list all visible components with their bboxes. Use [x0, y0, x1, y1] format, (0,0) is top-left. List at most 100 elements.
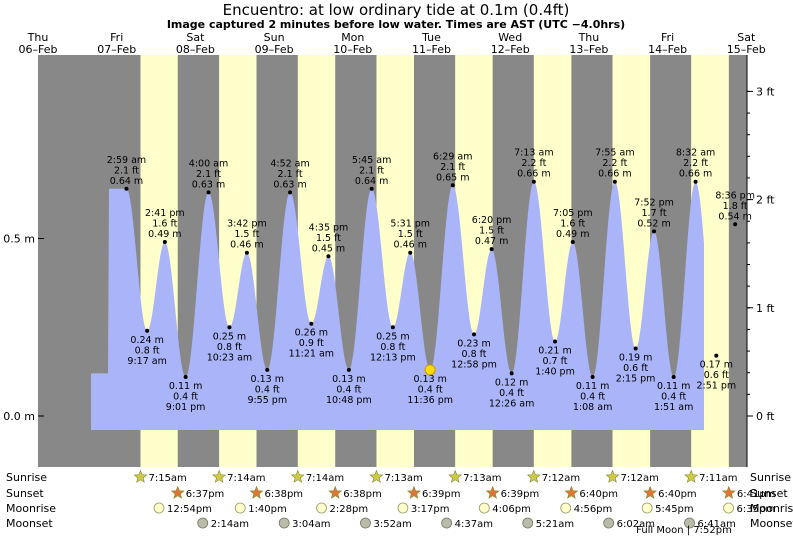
extreme-label: 0.66 m: [517, 169, 550, 180]
extreme-dot: [162, 240, 167, 245]
extreme-label: 0.11 m: [576, 381, 609, 392]
extreme-label: 0.8 ft: [462, 349, 487, 360]
extreme-dot: [288, 190, 293, 195]
extreme-label: 10:23 am: [207, 352, 252, 363]
sunset-time: 6:39pm: [501, 489, 540, 500]
extreme-label: 7:05 pm: [553, 208, 593, 219]
sunset-time: 6:41pm: [737, 489, 776, 500]
extreme-label: 2:41 pm: [145, 208, 185, 219]
moonrise-icon: [234, 502, 246, 514]
extreme-label: 7:52 pm: [634, 197, 674, 208]
extreme-label: 11:21 am: [289, 349, 334, 360]
extreme-label: 1.5 ft: [316, 233, 341, 244]
moonset-icon: [197, 517, 209, 529]
sunset-time: 6:38pm: [343, 489, 382, 500]
extreme-label: 1:51 am: [654, 402, 693, 413]
extreme-dot: [489, 247, 494, 252]
day-date: 15–Feb: [727, 43, 766, 56]
extreme-dot: [570, 240, 575, 245]
extreme-label: 2.2 ft: [683, 158, 708, 169]
moonset-icon: [360, 517, 371, 529]
sunrise-time: 7:15am: [148, 473, 186, 484]
extreme-label: 0.45 m: [312, 243, 345, 254]
extreme-label: 0.52 m: [637, 218, 670, 229]
extreme-dot: [227, 325, 232, 330]
day-of-week: Mon: [341, 31, 364, 44]
moonset-icon: [522, 517, 534, 529]
extreme-label: 0.13 m: [332, 374, 365, 385]
moonset-icon: [278, 517, 290, 529]
extreme-label: 5:31 pm: [390, 219, 430, 230]
moonrise-icon: [316, 502, 327, 514]
day-of-week: Wed: [498, 31, 522, 44]
extreme-label: 0.49 m: [148, 229, 181, 240]
extreme-dot: [714, 353, 719, 358]
extreme-label: 9:55 pm: [247, 395, 287, 406]
sunrise-icon: [290, 469, 305, 483]
day-of-week: Sun: [264, 31, 285, 44]
extreme-label: 0.9 ft: [299, 338, 324, 349]
chart-title: Encuentro: at low ordinary tide at 0.1m …: [223, 1, 570, 19]
extreme-label: 1.6 ft: [560, 219, 585, 230]
extreme-label: 0.4 ft: [418, 384, 443, 395]
sunset-icon: [249, 485, 264, 499]
moonset-row-label-left: Moonset: [6, 517, 53, 530]
extreme-label: 0.23 m: [457, 338, 490, 349]
sunset-icon: [721, 485, 736, 499]
extreme-label: 2:59 am: [107, 155, 146, 166]
extreme-label: 2.2 ft: [602, 158, 627, 169]
extreme-label: 0.66 m: [598, 169, 631, 180]
extreme-dot: [633, 346, 638, 351]
moonset-time: 5:21am: [536, 519, 574, 530]
moonset-time: 2:14am: [211, 519, 249, 530]
sunrise-icon: [684, 469, 699, 483]
extreme-label: 1.5 ft: [234, 229, 259, 240]
tide-curve: [91, 181, 704, 430]
extreme-label: 1.5 ft: [479, 226, 504, 237]
extreme-label: 6:29 am: [433, 151, 472, 162]
day-date: 07–Feb: [97, 43, 136, 56]
extreme-label: 0.54 m: [718, 211, 751, 222]
extreme-label: 5:45 am: [352, 155, 391, 166]
sunset-icon: [564, 485, 579, 499]
extreme-dot: [733, 222, 738, 227]
extreme-label: 0.11 m: [169, 381, 202, 392]
moonset-time: 6:02am: [617, 519, 655, 530]
extreme-label: 0.49 m: [556, 229, 589, 240]
extreme-label: 2.1 ft: [440, 162, 465, 173]
sunrise-time: 7:11am: [699, 473, 737, 484]
extreme-label: 2.1 ft: [278, 169, 303, 180]
extreme-label: 12:13 pm: [370, 352, 416, 363]
right-tick-label: 0 ft: [756, 410, 775, 423]
extreme-label: 2.1 ft: [196, 169, 221, 180]
left-tick-label: 0.5 m: [3, 233, 35, 246]
extreme-label: 4:00 am: [189, 158, 228, 169]
extreme-label: 2.2 ft: [521, 158, 546, 169]
moonrise-icon: [153, 502, 165, 514]
extreme-dot: [346, 367, 351, 372]
sunrise-time: 7:12am: [621, 473, 659, 484]
extreme-label: 0.65 m: [436, 172, 469, 183]
moonset-time: 3:04am: [292, 519, 330, 530]
sunset-time: 6:37pm: [186, 489, 225, 500]
extreme-label: 1.5 ft: [398, 229, 423, 240]
moonrise-time: 4:56pm: [574, 504, 613, 515]
chart-subtitle: Image captured 2 minutes before low wate…: [167, 18, 625, 31]
extreme-label: 0.24 m: [130, 335, 163, 346]
day-date: 10–Feb: [333, 43, 372, 56]
date-header: Thu06–FebFri07–FebSat08–FebSun09–FebMon1…: [19, 31, 766, 56]
right-tick-label: 3 ft: [756, 85, 775, 98]
extreme-dot: [326, 254, 331, 259]
extreme-label: 0.66 m: [679, 169, 712, 180]
day-date: 13–Feb: [569, 43, 608, 56]
extreme-label: 0.4 ft: [336, 384, 361, 395]
extreme-label: 0.63 m: [192, 179, 225, 190]
extreme-label: 0.26 m: [295, 328, 328, 339]
day-date: 08–Feb: [176, 43, 215, 56]
extreme-label: 8:32 am: [676, 148, 715, 159]
extreme-label: 0.6 ft: [623, 363, 648, 374]
extreme-label: 2.1 ft: [359, 165, 384, 176]
extreme-dot: [693, 179, 698, 184]
sun-moon-table: Sunrise Sunrise Sunset Sunset Moonrise Moonri…: [6, 469, 793, 530]
